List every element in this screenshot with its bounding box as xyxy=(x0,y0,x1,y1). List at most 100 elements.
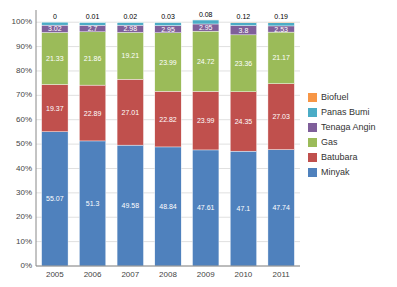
data-label: 0.03 xyxy=(161,13,175,20)
bar-segment xyxy=(230,92,256,151)
data-label: 47.61 xyxy=(197,204,215,211)
bar-segment xyxy=(79,141,105,266)
x-tick-label: 2011 xyxy=(273,270,291,279)
bar-segment xyxy=(117,25,143,32)
data-label: 23.99 xyxy=(159,59,177,66)
x-tick-label: 2008 xyxy=(159,270,177,279)
series-group xyxy=(42,132,295,266)
data-label: 27.01 xyxy=(122,109,140,116)
y-tick-label: 0% xyxy=(20,261,32,270)
y-tick-label: 90% xyxy=(16,42,32,51)
bar-segment xyxy=(79,25,105,32)
data-label: 23.99 xyxy=(197,117,215,124)
grid xyxy=(36,22,300,266)
legend-swatch xyxy=(308,108,317,117)
data-label: 27.03 xyxy=(272,113,290,120)
data-label: 47.74 xyxy=(272,204,290,211)
x-tick-label: 2007 xyxy=(121,270,139,279)
bar-segment xyxy=(230,26,256,35)
bar-segment xyxy=(42,33,68,85)
data-labels: 55.07 51.3 49.58 48.84 47.61 47.1 47.74 19.37 22… xyxy=(46,11,290,212)
x-axis-line xyxy=(36,266,300,267)
bar-segment xyxy=(79,85,105,141)
bar-segment xyxy=(268,84,294,150)
x-tick-label: 2006 xyxy=(84,270,102,279)
data-label: 22.89 xyxy=(84,110,102,117)
bar-segment xyxy=(155,147,181,266)
data-label: 21.86 xyxy=(84,55,102,62)
data-label: 49.58 xyxy=(122,202,140,209)
legend-label: Gas xyxy=(321,137,338,147)
y-tick-label: 100% xyxy=(12,17,32,26)
bar-segment xyxy=(79,32,105,85)
bar-segment xyxy=(268,22,294,23)
chart-svg: 0%10%20%30%40%50%60%70%80%90%100%55.0751… xyxy=(0,0,397,287)
x-tick-label: 2009 xyxy=(197,270,215,279)
bar-segment xyxy=(155,33,181,91)
legend-swatch xyxy=(308,153,317,162)
bar-segment xyxy=(155,91,181,147)
legend-label: Panas Bumi xyxy=(321,107,370,117)
bar-segment xyxy=(42,132,68,266)
bar-segment xyxy=(117,22,143,23)
data-label: 2.7 xyxy=(88,25,98,32)
bar-segment xyxy=(117,32,143,79)
series-group xyxy=(79,20,294,23)
legend-swatch xyxy=(308,123,317,132)
data-label: 21.17 xyxy=(272,54,290,61)
legend-label: Biofuel xyxy=(321,92,349,102)
bars xyxy=(42,20,295,266)
bar-segment xyxy=(42,85,68,132)
bar-segment xyxy=(230,151,256,266)
data-label: 48.84 xyxy=(159,203,177,210)
bar-segment xyxy=(193,19,219,20)
bar-segment xyxy=(42,25,68,32)
data-label: 0.19 xyxy=(274,13,288,20)
data-label: 19.37 xyxy=(46,105,64,112)
legend-swatch xyxy=(308,93,317,102)
y-tick-label: 10% xyxy=(16,237,32,246)
bar-segment xyxy=(193,31,219,91)
legend: BiofuelPanas BumiTenaga AnginGasBatubara… xyxy=(308,92,376,177)
series-group xyxy=(42,31,295,92)
data-label: 2.98 xyxy=(123,25,137,32)
legend-label: Minyak xyxy=(321,167,350,177)
y-tick-label: 50% xyxy=(16,139,32,148)
data-label: 22.82 xyxy=(159,116,177,123)
legend-swatch xyxy=(308,168,317,177)
data-label: 24.35 xyxy=(235,118,253,125)
bar-segment xyxy=(230,22,256,25)
y-tick-label: 60% xyxy=(16,115,32,124)
data-label: 2.95 xyxy=(199,24,213,31)
x-tick-label: 2010 xyxy=(235,270,253,279)
x-tick-label: 2005 xyxy=(46,270,64,279)
grid-line xyxy=(36,266,300,267)
legend-label: Batubara xyxy=(321,152,358,162)
data-label: 21.33 xyxy=(46,55,64,62)
bar-segment xyxy=(117,79,143,145)
bar-segment xyxy=(155,26,181,33)
y-axis-ticks: 0%10%20%30%40%50%60%70%80%90%100% xyxy=(12,17,32,270)
y-tick-label: 40% xyxy=(16,164,32,173)
legend-swatch xyxy=(308,138,317,147)
data-label: 2.53 xyxy=(274,26,288,33)
bar-segment xyxy=(193,24,219,31)
bar-segment xyxy=(155,22,181,23)
data-label: 0.12 xyxy=(237,13,251,20)
y-tick-label: 20% xyxy=(16,212,32,221)
data-label: 3.02 xyxy=(48,25,62,32)
bar-segment xyxy=(230,35,256,92)
y-tick-label: 80% xyxy=(16,66,32,75)
data-label: 47.1 xyxy=(237,205,251,212)
y-axis-line xyxy=(36,10,37,266)
bar-segment xyxy=(268,26,294,32)
bar-segment xyxy=(193,150,219,266)
data-label: 19.21 xyxy=(122,52,140,59)
data-label: 23.36 xyxy=(235,60,253,67)
y-tick-label: 70% xyxy=(16,90,32,99)
bar-segment xyxy=(268,150,294,266)
data-label: 55.07 xyxy=(46,195,64,202)
bar-segment xyxy=(79,22,105,23)
data-label: 51.3 xyxy=(86,200,100,207)
data-label: 24.72 xyxy=(197,58,215,65)
